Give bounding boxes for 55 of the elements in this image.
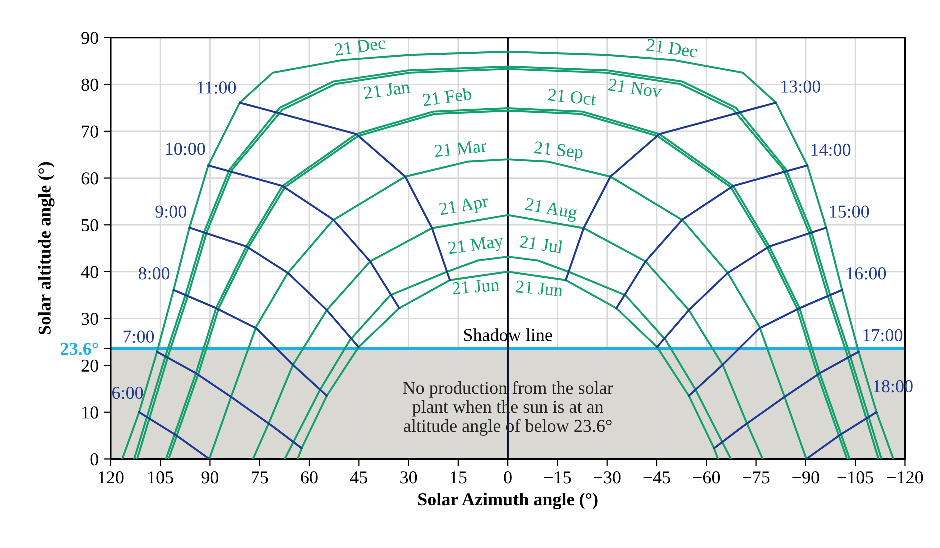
annotation: 21 Dec [646, 38, 698, 58]
x-tick-label: 105 [148, 472, 174, 484]
y-axis-title: Solar altitude angle (°) [38, 162, 55, 335]
annotation: 21 Feb [422, 87, 472, 107]
series-label: 17:00 [864, 329, 903, 342]
x-tick-label: −45 [644, 472, 670, 484]
y-tick-label: 60 [82, 172, 98, 185]
annotation: 21 Oct [548, 88, 597, 106]
x-tick-label: −120 [887, 472, 924, 484]
y-tick-label: 23.6° [61, 342, 98, 356]
x-tick-label: 75 [252, 472, 268, 484]
y-tick-label: 50 [82, 219, 98, 232]
y-tick-label: 0 [90, 453, 98, 466]
annotation: 21 Jun [452, 278, 500, 295]
annotation: 21 Sep [534, 142, 584, 162]
x-tick-label: 0 [504, 472, 512, 484]
annotation: 21 Dec [334, 37, 386, 56]
annotation: 21 Jul [520, 235, 564, 254]
y-tick-label: 30 [82, 313, 98, 326]
y-tick-label: 40 [81, 266, 98, 278]
x-tick-label: 15 [450, 472, 467, 484]
x-tick-label: 45 [350, 472, 368, 484]
annotation: 21 Jun [516, 280, 564, 297]
x-tick-label: 30 [400, 472, 418, 484]
series-label: 14:00 [812, 144, 851, 156]
x-tick-label: 60 [301, 472, 318, 484]
x-tick-label: −90 [792, 472, 820, 484]
x-tick-label: −30 [594, 472, 621, 484]
series-label: 11:00 [198, 82, 236, 94]
y-tick-label: 80 [82, 78, 98, 92]
annotation: 21 Apr [439, 195, 490, 220]
series-label: 7:00 [124, 330, 154, 344]
series-label: 13:00 [782, 80, 821, 93]
series-label: 6:00 [112, 386, 144, 400]
x-tick-label: −15 [544, 472, 572, 484]
y-tick-label: 90 [82, 32, 98, 44]
series-label: 16:00 [847, 268, 886, 280]
annotation: 21 Aug [524, 198, 578, 223]
annotation: 21 May [448, 234, 505, 258]
series-label: 10:00 [166, 142, 206, 156]
x-tick-label: 90 [202, 472, 219, 484]
x-tick-label: 120 [98, 472, 124, 484]
annotation: 21 Jan [364, 80, 411, 100]
series-label: 9:00 [156, 206, 187, 218]
x-tick-label: −105 [838, 472, 874, 484]
y-tick-label: 20 [82, 360, 98, 372]
x-tick-label: −60 [693, 472, 720, 484]
annotation: 21 Mar [434, 140, 488, 158]
x-axis-title: Solar Azimuth angle (°) [418, 492, 598, 510]
y-tick-label: 10 [82, 406, 98, 419]
y-tick-label: 70 [82, 126, 98, 138]
x-tick-label: −75 [743, 472, 770, 484]
annotation: 21 Nov [608, 78, 662, 98]
series-label: 8:00 [138, 268, 170, 280]
series-label: 15:00 [830, 206, 870, 218]
